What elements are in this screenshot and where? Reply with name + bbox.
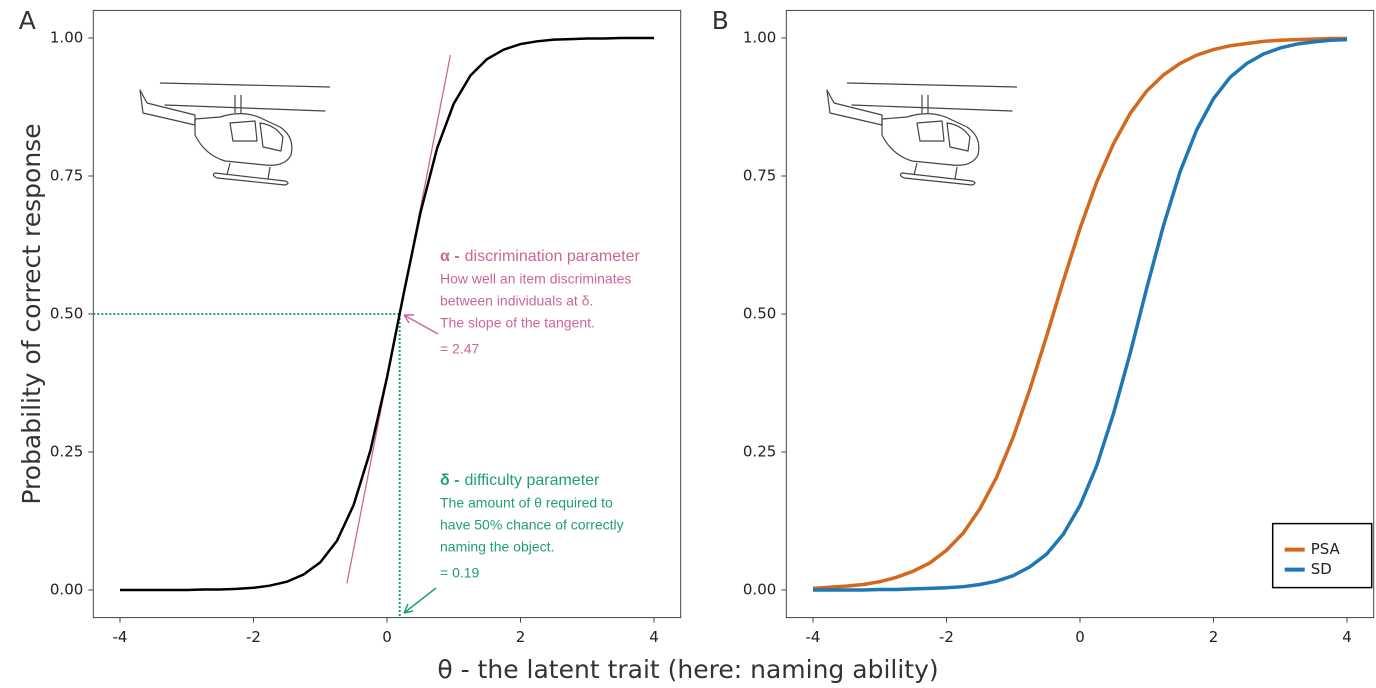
annotation-line: have 50% chance of correctly: [440, 517, 624, 533]
x-tick-label: 2: [1209, 628, 1219, 646]
annotation-symbol: α -: [440, 248, 460, 265]
x-tick-label: 0: [382, 628, 392, 646]
x-axis-title: θ - the latent trait (here: naming abili…: [437, 655, 938, 684]
x-tick-label: 2: [516, 628, 526, 646]
y-tick-label: 0.75: [743, 167, 776, 185]
y-axis-title: Probability of correct response: [17, 123, 46, 504]
annotation-heading: difficulty parameter: [464, 472, 600, 489]
x-tick-label: -2: [939, 628, 954, 646]
helicopter-illustration: [140, 83, 330, 185]
annotation-heading: discrimination parameter: [465, 248, 641, 265]
y-tick-label: 0.50: [50, 305, 83, 323]
annotation-line: The amount of θ required to: [440, 495, 613, 511]
y-tick-label: 0.75: [50, 167, 83, 185]
body: θ - the latent trait (here: naming abili…: [0, 0, 1376, 688]
y-tick-label: 1.00: [743, 29, 776, 47]
annotation-arrow: [404, 588, 436, 613]
y-tick-label: 0.25: [50, 443, 83, 461]
x-tick-label: 4: [1342, 628, 1352, 646]
y-tick-label: 0.00: [50, 581, 83, 599]
y-tick-label: 0.00: [743, 581, 776, 599]
panel-label: A: [19, 6, 36, 35]
x-tick-label: 4: [649, 628, 659, 646]
panel-label: B: [712, 6, 729, 35]
curve: [813, 40, 1347, 590]
page: Item response curves {"chart_data": [ {"…: [0, 0, 1376, 688]
annotation-line: between individuals at δ.: [440, 293, 593, 309]
annotation-line: The slope of the tangent.: [440, 315, 595, 331]
annotation-symbol: δ -: [440, 472, 459, 489]
legend-label: SD: [1311, 560, 1332, 578]
x-tick-label: -2: [246, 628, 261, 646]
annotation-line: naming the object.: [440, 539, 554, 555]
annotation-value: = 2.47: [440, 341, 480, 357]
x-tick-label: -4: [113, 628, 128, 646]
x-tick-label: -4: [806, 628, 821, 646]
y-tick-label: 0.25: [743, 443, 776, 461]
annotation-title: δ - difficulty parameter: [440, 472, 600, 489]
annotation-title: α - discrimination parameter: [440, 248, 640, 265]
annotation-arrow: [404, 315, 438, 334]
x-tick-label: 0: [1075, 628, 1085, 646]
annotation-line: How well an item discriminates: [440, 271, 631, 287]
annotation-value: = 0.19: [440, 565, 480, 581]
helicopter-illustration: [827, 83, 1017, 185]
chart: θ - the latent trait (here: naming abili…: [0, 0, 1376, 688]
y-tick-label: 1.00: [50, 29, 83, 47]
legend-label: PSA: [1311, 540, 1341, 558]
y-tick-label: 0.50: [743, 305, 776, 323]
